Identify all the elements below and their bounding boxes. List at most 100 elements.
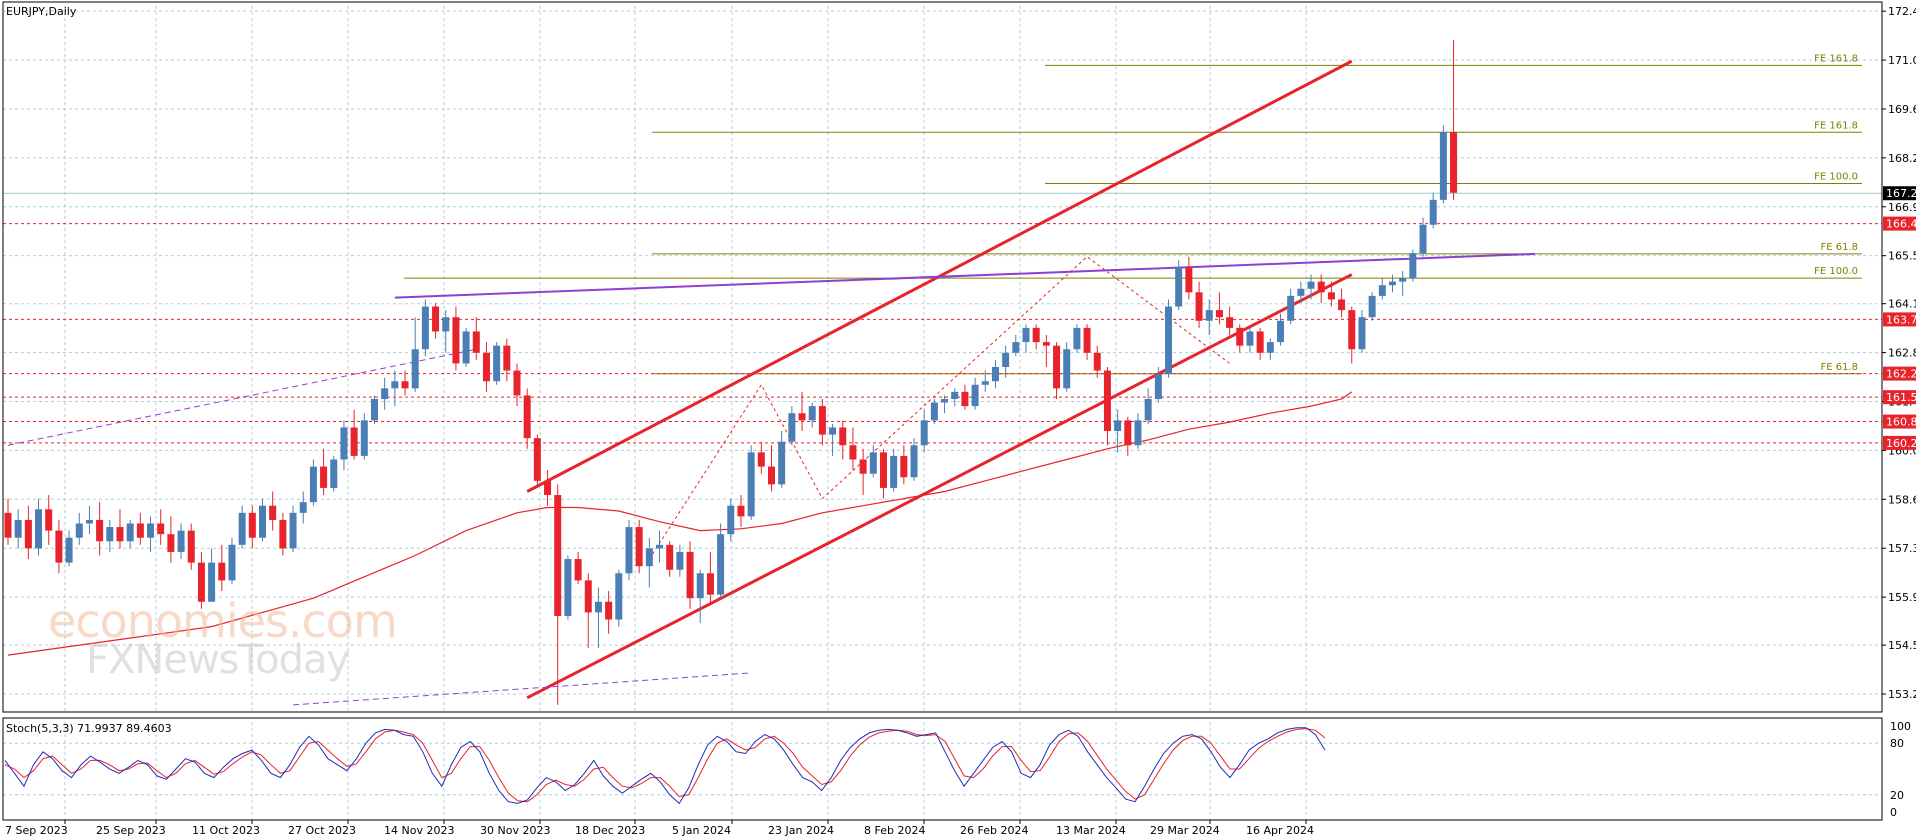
candle-body bbox=[849, 445, 857, 460]
candle-body bbox=[971, 384, 979, 407]
candle bbox=[360, 413, 368, 460]
candle bbox=[177, 523, 185, 560]
time-tick-label: 8 Feb 2024 bbox=[864, 824, 925, 837]
candle-body bbox=[116, 527, 124, 542]
candle-body bbox=[1348, 310, 1356, 350]
candle bbox=[544, 470, 552, 506]
candle bbox=[14, 509, 22, 549]
candle-body bbox=[1277, 320, 1284, 343]
candle-body bbox=[788, 413, 796, 442]
candle bbox=[696, 569, 704, 624]
candle-body bbox=[1154, 374, 1162, 400]
price-tag-box bbox=[1883, 366, 1916, 381]
candle-body bbox=[808, 406, 816, 421]
candle-body bbox=[859, 459, 867, 474]
candle bbox=[65, 530, 73, 567]
candle-body bbox=[1032, 327, 1040, 343]
time-tick-label: 26 Feb 2024 bbox=[960, 824, 1028, 837]
candle bbox=[340, 420, 348, 471]
candle-body bbox=[1368, 295, 1376, 318]
chart-frames bbox=[2, 1, 1883, 821]
candle-body bbox=[768, 466, 775, 485]
time-tick-label: 16 Apr 2024 bbox=[1246, 824, 1314, 837]
candle-body bbox=[1246, 331, 1254, 346]
candle bbox=[523, 388, 531, 449]
candle-body bbox=[157, 523, 165, 535]
candle-body bbox=[584, 580, 592, 613]
price-tag: 166.432 bbox=[1883, 216, 1916, 231]
candle-body bbox=[24, 519, 32, 549]
candle bbox=[493, 342, 501, 385]
candle-body bbox=[818, 406, 826, 435]
candle bbox=[1277, 313, 1284, 346]
price-tick-label: 169.655 bbox=[1888, 103, 1916, 116]
candle-body bbox=[1378, 285, 1386, 296]
candle-body bbox=[513, 370, 521, 396]
candle bbox=[106, 519, 114, 552]
candle bbox=[116, 509, 124, 549]
candle bbox=[594, 587, 602, 648]
candle bbox=[1246, 327, 1254, 353]
candle-body bbox=[197, 562, 205, 602]
candle-body bbox=[757, 452, 765, 467]
candle bbox=[391, 370, 399, 407]
candle bbox=[320, 448, 328, 496]
candle bbox=[625, 519, 633, 581]
candle-body bbox=[1053, 345, 1061, 389]
candle bbox=[370, 395, 378, 424]
candle-body bbox=[126, 523, 134, 542]
candle-body bbox=[309, 466, 317, 503]
price-tag: 161.552 bbox=[1883, 390, 1916, 405]
candle-body bbox=[381, 388, 389, 400]
candle-body bbox=[1450, 132, 1458, 193]
candle-body bbox=[879, 452, 887, 488]
candle-body bbox=[676, 551, 684, 570]
time-tick-label: 18 Dec 2023 bbox=[575, 824, 645, 837]
candle bbox=[757, 441, 765, 474]
moving-average bbox=[7, 391, 1353, 656]
candle bbox=[238, 505, 246, 549]
candle-body bbox=[1124, 420, 1132, 446]
candle bbox=[1175, 260, 1183, 311]
candle-body bbox=[238, 512, 246, 545]
candle bbox=[615, 569, 623, 627]
candle bbox=[1185, 256, 1193, 300]
candle-body bbox=[778, 441, 786, 485]
sma-line bbox=[7, 391, 1353, 656]
candle bbox=[1012, 334, 1020, 357]
candle-body bbox=[1358, 317, 1366, 350]
candle-body bbox=[1165, 306, 1173, 375]
candle bbox=[778, 431, 786, 488]
candle bbox=[798, 391, 806, 432]
candle-body bbox=[594, 601, 602, 613]
candle-body bbox=[147, 523, 155, 538]
candle-body bbox=[187, 530, 195, 563]
candle bbox=[24, 505, 32, 560]
candle-body bbox=[696, 573, 704, 599]
candle bbox=[1002, 345, 1010, 378]
candle bbox=[350, 409, 358, 460]
candle bbox=[1103, 367, 1111, 446]
candle-body bbox=[1114, 420, 1122, 432]
candle-body bbox=[839, 427, 847, 446]
candle bbox=[829, 423, 837, 456]
candle-body bbox=[1215, 310, 1223, 318]
support-resistance-levels bbox=[3, 192, 1882, 444]
stoch-signal-line bbox=[4, 728, 1326, 803]
price-tick-label: 157.305 bbox=[1888, 542, 1916, 555]
candle bbox=[1307, 274, 1315, 300]
candle bbox=[554, 484, 562, 705]
candle bbox=[1256, 327, 1264, 360]
stoch-panel-frame bbox=[2, 717, 1883, 821]
stoch-tick-label: 20 bbox=[1890, 789, 1904, 802]
resistance-line bbox=[394, 252, 1536, 299]
candle-body bbox=[370, 399, 378, 421]
candle-body bbox=[645, 548, 653, 567]
candle bbox=[248, 505, 256, 549]
time-tick-label: 29 Mar 2024 bbox=[1150, 824, 1220, 837]
candle-body bbox=[717, 534, 725, 595]
candle-body bbox=[289, 512, 297, 549]
candle-body bbox=[930, 402, 938, 421]
candle bbox=[96, 502, 104, 556]
